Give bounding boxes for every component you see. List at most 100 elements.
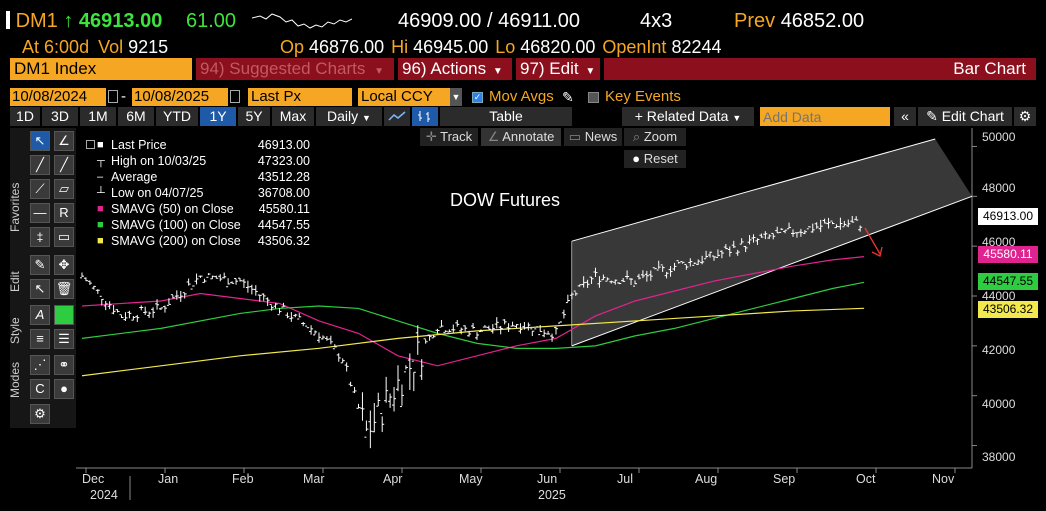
hline-tool-icon[interactable]: — <box>30 203 50 223</box>
edit-menu[interactable]: 97) Edit ▼ <box>516 58 600 80</box>
calendar-icon[interactable] <box>108 90 118 103</box>
zoom-icon: ⌕ <box>632 129 641 144</box>
magnet-icon[interactable]: ⚭ <box>54 355 74 375</box>
legend-value: 45580.11 <box>258 202 310 216</box>
security-field[interactable]: DM1 Index <box>10 58 192 80</box>
line-style-icon[interactable]: ≡ <box>30 329 50 349</box>
gear-icon[interactable]: ⚙ <box>1014 107 1036 126</box>
period-6m[interactable]: 6M <box>118 107 154 126</box>
channel-upper-line <box>571 138 936 242</box>
line-weight-icon[interactable]: ☰ <box>54 329 74 349</box>
actions-menu[interactable]: 96) Actions ▼ <box>398 58 512 80</box>
related-data-button[interactable]: + Related Data ▼ <box>622 107 754 126</box>
pen-tool-icon[interactable]: ✎ <box>30 255 50 275</box>
dropdown-arrow-icon: ▼ <box>732 113 742 123</box>
draw-icon[interactable]: ∠ <box>54 131 74 151</box>
track-button[interactable]: ✛ Track <box>420 128 478 146</box>
legend-label: SMAVG (50) on Close <box>111 202 234 216</box>
year-label: 2024 <box>90 488 118 502</box>
price-tag-sma50: 45580.11 <box>978 246 1038 263</box>
add-data-input[interactable] <box>760 107 890 126</box>
related-data-label: + Related Data <box>634 108 729 124</box>
legend-swatch-icon: ┴ <box>97 187 105 199</box>
cursor-icon[interactable]: ↖ <box>30 131 50 151</box>
period-1y[interactable]: 1Y <box>200 107 236 126</box>
trend-tool-icon[interactable]: ⟋ <box>30 179 50 199</box>
move-tool-icon[interactable]: ✥ <box>54 255 74 275</box>
legend-swatch-icon: ■ <box>97 235 104 247</box>
up-arrow-icon: ↑ <box>63 10 74 32</box>
trash-icon[interactable]: 🗑 <box>54 279 74 299</box>
annotate-button[interactable]: ∠ Annotate <box>481 128 561 146</box>
reset-button[interactable]: ● Reset <box>624 150 686 168</box>
at-label: At <box>22 37 40 57</box>
chart-type-label: Bar Chart <box>953 59 1026 78</box>
rectangle-tool-icon[interactable]: ▭ <box>54 227 74 247</box>
bar-chart-icon[interactable] <box>412 107 438 126</box>
annotate-icon: ∠ <box>487 129 500 144</box>
last-price: 46913.00 <box>78 10 163 32</box>
x-tick-label: Oct <box>856 472 876 486</box>
collapse-icon[interactable]: « <box>894 107 916 126</box>
legend-value: 46913.00 <box>257 138 310 152</box>
pencil-icon[interactable]: ✎ <box>562 89 574 105</box>
period-max[interactable]: Max <box>272 107 314 126</box>
legend-label: Average <box>111 170 158 184</box>
period-1m[interactable]: 1M <box>80 107 116 126</box>
news-button[interactable]: ▭ News <box>564 128 622 146</box>
suggested-charts-label: 94) Suggested Charts <box>200 59 366 78</box>
line-tool-icon[interactable]: ╱ <box>30 155 50 175</box>
ray-tool-icon[interactable]: ╱ <box>54 155 74 175</box>
high-value: 46945.00 <box>413 37 489 57</box>
period-5y[interactable]: 5Y <box>238 107 270 126</box>
retrace-tool-icon[interactable]: R <box>54 203 74 223</box>
crosshair-icon: ✛ <box>425 129 437 144</box>
period-1d[interactable]: 1D <box>10 107 40 126</box>
line-chart-icon[interactable] <box>384 107 410 126</box>
calendar-icon[interactable] <box>230 90 240 103</box>
y-tick-label: 50000 <box>982 130 1016 144</box>
font-style-icon[interactable]: A <box>30 305 50 325</box>
cycle-icon[interactable]: C <box>30 379 50 399</box>
zoom-button[interactable]: ⌕ Zoom <box>624 128 686 146</box>
reset-label: Reset <box>643 151 678 166</box>
openint-value: 82244 <box>671 37 722 57</box>
suggested-charts-button[interactable]: 94) Suggested Charts ▼ <box>196 58 394 80</box>
sparkline <box>252 13 352 29</box>
legend-swatch-icon: ┬ <box>97 155 105 167</box>
field-select[interactable]: Last Px <box>248 88 352 106</box>
openint-label: OpenInt <box>602 37 667 57</box>
start-date-field[interactable]: 10/08/2024 <box>10 88 106 106</box>
legend-collapse-icon[interactable] <box>86 140 95 149</box>
period-3d[interactable]: 3D <box>42 107 78 126</box>
dropdown-arrow-icon: ▼ <box>492 66 503 77</box>
table-button[interactable]: Table <box>440 107 572 126</box>
frequency-select[interactable]: Daily ▼ <box>316 107 382 126</box>
dropdown-arrow-icon: ▼ <box>374 66 385 77</box>
legend-value: 44547.55 <box>257 218 310 232</box>
x-tick-label: May <box>459 472 483 486</box>
y-tick-label: 48000 <box>982 181 1016 195</box>
key-events-checkbox[interactable] <box>588 92 599 103</box>
dotted-line-icon[interactable]: ⋰ <box>30 355 50 375</box>
edit-chart-button[interactable]: ✎ Edit Chart <box>918 107 1012 126</box>
currency-select[interactable]: Local CCY ▼ <box>358 88 462 106</box>
settings-gear-icon[interactable]: ⚙ <box>30 404 50 424</box>
edit-chart-label: Edit Chart <box>941 108 1004 124</box>
at-time: 6:00d <box>44 37 90 57</box>
pointer-tool-icon[interactable]: ↖ <box>30 279 50 299</box>
mov-avgs-checkbox[interactable]: ✓ <box>472 92 483 103</box>
palette-icon[interactable]: ● <box>54 379 74 399</box>
fib-tool-icon[interactable]: ‡ <box>30 227 50 247</box>
end-date-field[interactable]: 10/08/2025 <box>132 88 228 106</box>
vol-value: 9215 <box>128 37 169 57</box>
color-swatch-icon[interactable] <box>54 305 74 325</box>
dropdown-arrow-icon: ▼ <box>362 113 371 123</box>
x-tick-label: Feb <box>232 472 254 486</box>
legend-label: Low on 04/07/25 <box>111 186 204 200</box>
channel-tool-icon[interactable]: ▱ <box>54 179 74 199</box>
period-ytd[interactable]: YTD <box>156 107 198 126</box>
legend-swatch-icon: ■ <box>97 139 104 151</box>
price-tag-last: 46913.00 <box>978 208 1038 225</box>
